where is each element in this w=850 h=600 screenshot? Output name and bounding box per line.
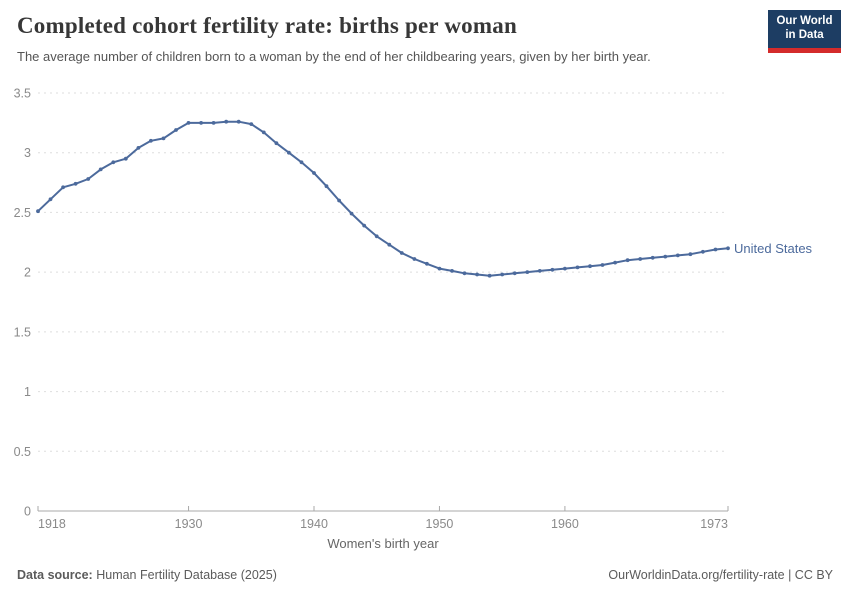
data-point: [36, 209, 40, 214]
data-point: [588, 264, 592, 269]
data-point: [726, 246, 730, 251]
data-point: [537, 269, 542, 273]
chart-footer: Data source: Human Fertility Database (2…: [17, 567, 833, 583]
data-point: [48, 197, 53, 202]
x-axis: 1918 1930 1940 1950 1960 1973 Women's birth ye…: [37, 506, 729, 551]
chart-header: Completed cohort fertility rate: births …: [17, 12, 750, 65]
data-point: [224, 119, 229, 124]
series-united-states: United States: [36, 119, 813, 278]
y-tick-label: 1: [24, 385, 31, 399]
gridlines: [38, 92, 728, 452]
data-point: [475, 272, 479, 277]
data-point: [512, 271, 517, 276]
data-point: [713, 247, 718, 252]
data-point: [550, 267, 555, 272]
owid-logo: Our World in Data: [768, 10, 841, 53]
y-tick-label: 0.5: [14, 445, 31, 459]
data-point: [387, 242, 392, 247]
y-tick-label: 0: [24, 505, 31, 519]
footer-attribution: OurWorldinData.org/fertility-rate | CC B…: [608, 568, 833, 582]
data-point: [287, 150, 291, 155]
x-tick-label: 1930: [175, 517, 203, 531]
data-point: [362, 223, 367, 228]
data-point: [186, 121, 191, 125]
data-point: [337, 198, 341, 203]
data-point: [312, 171, 316, 175]
data-point: [613, 260, 617, 265]
data-point: [86, 177, 91, 181]
data-point: [525, 270, 530, 274]
chart-subtitle: The average number of children born to a…: [17, 48, 651, 64]
data-point: [412, 257, 417, 261]
data-point: [261, 130, 266, 135]
x-tick-label: 1973: [700, 517, 728, 531]
data-point: [487, 273, 492, 278]
data-point: [374, 234, 379, 239]
y-tick-label: 3.5: [14, 87, 31, 101]
data-point: [425, 261, 429, 266]
data-point: [174, 128, 178, 132]
data-point: [349, 211, 354, 216]
data-point: [399, 251, 404, 255]
series-label-united-states: United States: [734, 241, 813, 256]
series-line: [37, 120, 729, 277]
x-axis-title: Women's birth year: [327, 536, 439, 551]
y-axis-labels: 0 0.5 1 1.5 2 2.5 3 3.5: [14, 87, 31, 519]
data-point: [324, 184, 329, 189]
owid-logo-line1: Our World: [776, 15, 833, 28]
data-source-label: Data source:: [17, 568, 93, 582]
data-source: Data source: Human Fertility Database (2…: [17, 567, 277, 583]
data-point: [575, 265, 580, 270]
data-point: [111, 160, 116, 165]
data-point: [274, 141, 279, 146]
data-point: [625, 258, 630, 263]
data-point: [299, 160, 304, 165]
x-tick-label: 1918: [38, 517, 66, 531]
data-point: [650, 255, 655, 260]
data-point: [211, 121, 216, 125]
data-source-value: Human Fertility Database (2025): [96, 568, 277, 582]
y-tick-label: 1.5: [14, 325, 31, 339]
x-tick-label: 1950: [426, 517, 454, 531]
data-point: [701, 249, 705, 254]
data-point: [161, 136, 166, 141]
data-point: [61, 185, 65, 190]
y-tick-label: 3: [24, 146, 31, 160]
data-point: [500, 272, 505, 277]
data-point: [149, 138, 153, 143]
data-point: [437, 266, 442, 271]
data-point: [600, 263, 605, 267]
data-point: [663, 254, 668, 259]
y-tick-label: 2.5: [14, 206, 31, 220]
data-point: [462, 271, 467, 276]
owid-logo-line2: in Data: [785, 29, 824, 41]
data-point: [688, 252, 693, 257]
y-tick-label: 2: [24, 266, 31, 280]
chart-title: Completed cohort fertility rate: births …: [17, 13, 517, 38]
data-point: [136, 146, 141, 150]
data-point: [236, 119, 241, 124]
data-point: [675, 253, 680, 258]
data-point: [123, 156, 128, 161]
data-point: [98, 167, 103, 172]
data-point: [249, 122, 254, 126]
data-point: [199, 121, 204, 125]
data-point: [563, 266, 567, 271]
x-tick-label: 1960: [551, 517, 579, 531]
x-tick-label: 1940: [300, 517, 328, 531]
data-point: [73, 181, 78, 186]
data-point: [638, 257, 643, 261]
data-point: [450, 269, 454, 273]
